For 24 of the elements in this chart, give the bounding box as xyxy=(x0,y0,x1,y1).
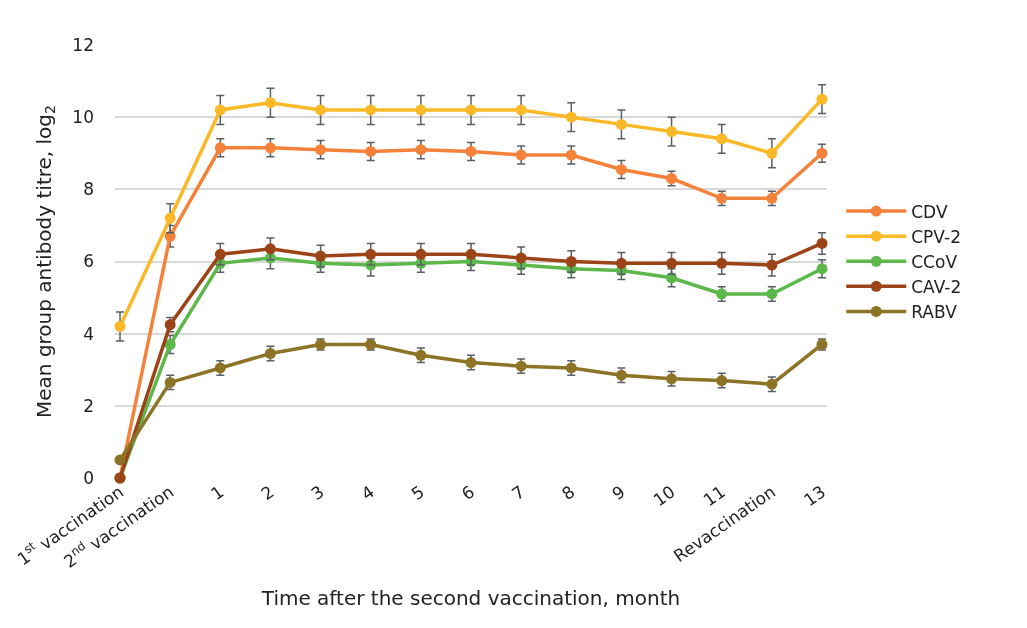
x-tick-label: 4 xyxy=(357,481,378,504)
x-axis-title: Time after the second vaccination, month xyxy=(260,586,681,611)
legend-label: CDV xyxy=(911,201,948,222)
x-tick-label: 9 xyxy=(608,481,629,504)
y-tick-label: 4 xyxy=(83,323,94,344)
y-tick-label: 6 xyxy=(83,251,94,272)
x-tick-label: 7 xyxy=(507,481,529,504)
x-tick-label: 2 xyxy=(257,481,278,504)
x-tick-label: 10 xyxy=(649,481,679,511)
x-tick-label: 8 xyxy=(558,481,579,504)
legend-label: CAV-2 xyxy=(911,276,962,297)
y-tick-label: 12 xyxy=(72,34,94,55)
legend-label: CCoV xyxy=(911,251,958,272)
x-tick-label: 3 xyxy=(307,481,328,504)
legend-label: RABV xyxy=(911,302,958,323)
x-tick-label: 5 xyxy=(407,481,429,504)
x-tick-label: 13 xyxy=(799,481,830,511)
x-tick-label: 6 xyxy=(457,481,479,504)
x-tick-label: 1 xyxy=(207,481,228,504)
legend-label: CPV-2 xyxy=(911,226,961,247)
y-tick-label: 2 xyxy=(83,395,94,416)
y-tick-label: 8 xyxy=(83,179,94,200)
y-tick-label: 10 xyxy=(72,107,94,128)
y-tick-label: 0 xyxy=(83,467,94,488)
